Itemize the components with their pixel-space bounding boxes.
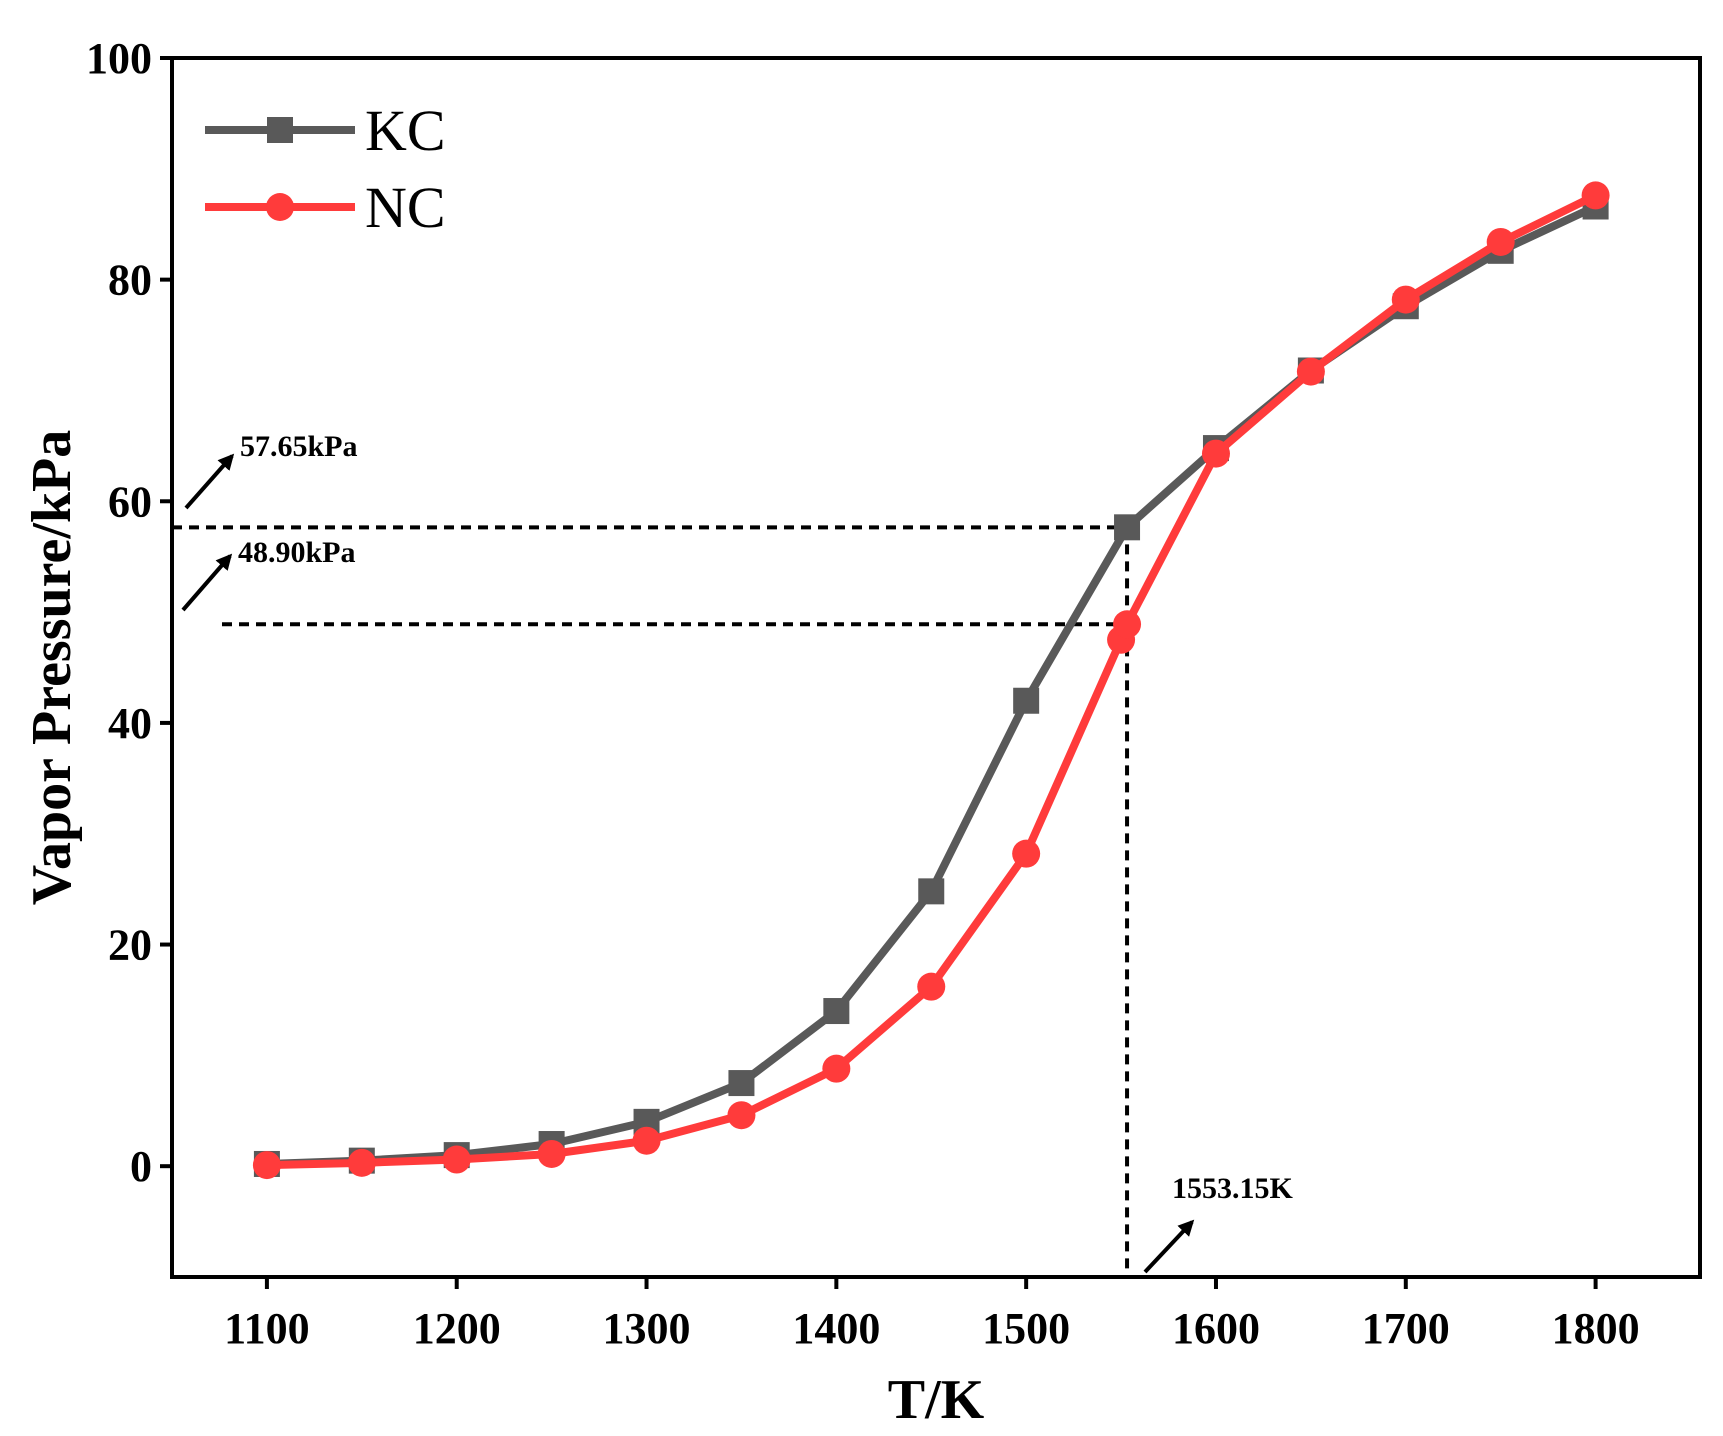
series-line <box>266 191 1598 1170</box>
y-tick-label: 60 <box>108 477 152 526</box>
data-point <box>632 1126 661 1155</box>
data-point <box>252 1151 281 1180</box>
annotation-label: 48.90kPa <box>238 536 356 569</box>
y-tick-label: 80 <box>108 256 152 305</box>
y-tick-label: 40 <box>108 699 152 748</box>
series-nc <box>252 181 1610 1180</box>
data-point <box>1486 227 1515 256</box>
legend: KC NC <box>205 98 446 240</box>
series-line <box>266 202 1598 1168</box>
y-axis-title: Vapor Pressure/kPa <box>21 430 83 906</box>
data-point <box>347 1148 376 1177</box>
data-point <box>1581 181 1610 210</box>
data-point <box>918 878 945 905</box>
legend-label: KC <box>365 98 446 163</box>
annotation-57-65: 57.65kPa <box>184 430 358 510</box>
x-tick-label: 1400 <box>792 1304 880 1353</box>
annotation-label: 1553.15K <box>1172 1172 1294 1205</box>
annotation-1553-15: 1553.15K <box>1143 1172 1294 1274</box>
data-point <box>537 1139 566 1168</box>
data-point <box>1012 839 1041 868</box>
y-tick-label: 20 <box>108 921 152 970</box>
x-tick-label: 1700 <box>1362 1304 1450 1353</box>
x-tick-label: 1200 <box>413 1304 501 1353</box>
y-tick-label: 0 <box>130 1142 152 1191</box>
series-layer <box>252 181 1610 1180</box>
annotation-arrow <box>184 453 235 510</box>
annotation-48-90: 48.90kPa <box>181 536 356 612</box>
series-kc <box>253 193 1609 1177</box>
data-point <box>1201 439 1230 468</box>
legend-item-nc: NC <box>205 175 446 240</box>
data-point <box>1113 610 1142 639</box>
x-tick-label: 1100 <box>224 1304 310 1353</box>
data-point <box>917 972 946 1001</box>
legend-marker <box>266 193 294 221</box>
data-point <box>442 1145 471 1174</box>
axis-ticks: 1100 1200 1300 1400 1500 1600 1700 1800 0 20 40 60 8… <box>86 34 1640 1353</box>
x-axis-title: T/K <box>888 1369 985 1431</box>
annotations: 57.65kPa 48.90kPa 1553.15K <box>181 430 1294 1274</box>
annotation-arrow <box>181 553 233 612</box>
data-point <box>1296 357 1325 386</box>
data-point <box>823 998 850 1025</box>
data-point <box>727 1101 756 1130</box>
data-point <box>1013 687 1040 714</box>
legend-item-kc: KC <box>205 98 446 163</box>
x-tick-label: 1600 <box>1172 1304 1260 1353</box>
data-point <box>1114 514 1141 541</box>
legend-label: NC <box>365 175 446 240</box>
x-tick-label: 1800 <box>1552 1304 1640 1353</box>
annotation-arrow <box>1143 1219 1195 1274</box>
plot-frame <box>170 56 1702 1279</box>
x-tick-label: 1300 <box>603 1304 691 1353</box>
data-point <box>728 1070 755 1097</box>
data-point <box>1391 285 1420 314</box>
annotation-label: 57.65kPa <box>240 430 358 463</box>
y-tick-label: 100 <box>86 34 152 83</box>
legend-marker <box>267 117 293 143</box>
x-tick-label: 1500 <box>982 1304 1070 1353</box>
data-point <box>822 1054 851 1083</box>
